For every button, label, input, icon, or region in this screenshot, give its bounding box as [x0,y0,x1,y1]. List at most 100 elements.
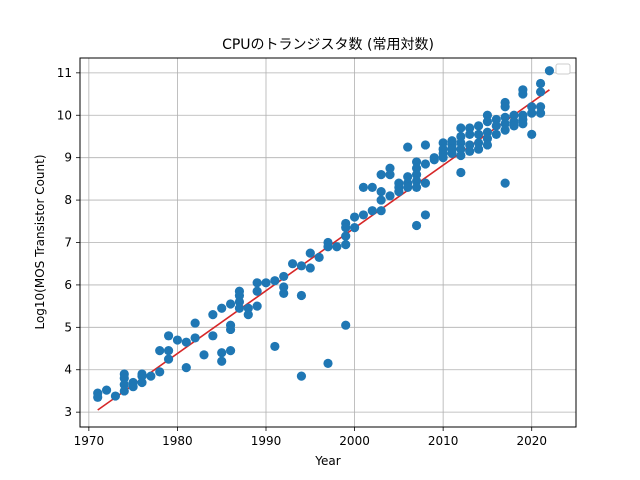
data-point [225,299,236,309]
data-point [234,297,245,307]
data-point [279,282,289,292]
data-point [473,144,484,154]
data-point [358,182,369,192]
data-point [119,386,129,396]
y-tick-label: 8 [64,193,72,207]
data-point [527,102,537,112]
y-tick-label: 11 [57,66,72,80]
data-point [394,187,404,197]
data-point [155,367,165,377]
data-point [341,240,351,250]
data-point [341,223,351,233]
data-point [544,66,555,76]
data-point [411,163,422,173]
data-point [234,303,245,313]
data-point [181,337,191,347]
y-tick-label: 4 [64,363,72,377]
data-point [296,261,307,271]
data-point [252,278,262,288]
data-point [332,242,342,252]
data-point [411,176,422,186]
data-point [465,123,475,133]
data-point [181,363,191,373]
data-point [411,220,422,231]
data-point [217,356,227,366]
data-point [252,301,262,311]
data-point [429,153,439,163]
data-point [465,140,475,150]
data-point [261,278,271,288]
data-point [411,157,422,167]
data-point [473,129,484,139]
data-point [535,108,546,118]
data-point [314,252,324,262]
data-point [420,140,431,150]
data-point [473,121,484,131]
data-point [367,182,377,192]
data-point [234,290,245,301]
legend-box [555,63,571,75]
data-point [465,146,475,156]
y-tick-label: 10 [57,108,72,122]
data-point [535,87,546,97]
data-point [349,223,360,233]
y-axis-label: Log10(MOS Transistor Count) [33,154,47,329]
data-point [155,346,165,356]
data-point [482,140,493,150]
data-point [491,114,501,125]
data-point [482,127,493,137]
data-point [93,392,103,402]
data-point [473,138,484,148]
data-point [323,358,333,368]
y-tick-label: 9 [64,151,72,165]
data-point [305,263,315,273]
data-point [110,391,121,401]
y-axis: 3 4 5 6 7 8 9 10 11 [57,66,80,419]
data-point [518,89,528,99]
data-points [93,66,555,402]
y-tick-label: 7 [64,236,72,250]
data-point [376,170,386,180]
data-point [146,371,156,381]
x-tick-label: 1980 [162,434,193,448]
data-point [270,276,280,286]
data-point [509,110,519,120]
data-point [367,206,377,216]
data-point [456,123,466,133]
data-point [137,371,147,381]
x-tick-label: 2010 [428,434,459,448]
data-point [296,371,307,381]
data-point [305,248,315,258]
data-point [190,333,200,343]
x-tick-label: 1990 [251,434,282,448]
data-point [341,320,351,330]
x-tick-label: 2020 [516,434,547,448]
data-point [465,129,475,139]
data-point [500,178,510,188]
data-point [172,335,183,345]
data-point [500,119,510,129]
data-point [527,108,537,118]
data-point [420,159,431,169]
data-point [163,346,174,356]
data-point [128,382,138,392]
data-point [323,242,333,252]
data-point [376,206,386,216]
data-point [217,303,227,313]
data-point [296,290,307,301]
x-tick-label: 1970 [74,434,105,448]
data-point [491,129,501,139]
data-point [456,131,466,142]
y-tick-label: 5 [64,320,72,334]
data-point [482,133,493,144]
data-point [385,163,395,173]
data-point [456,144,466,154]
data-point [500,112,510,122]
data-point [163,354,174,364]
data-point [385,191,395,201]
data-point [225,324,236,335]
data-point [243,310,253,320]
data-point [403,182,413,192]
data-point [199,350,209,360]
